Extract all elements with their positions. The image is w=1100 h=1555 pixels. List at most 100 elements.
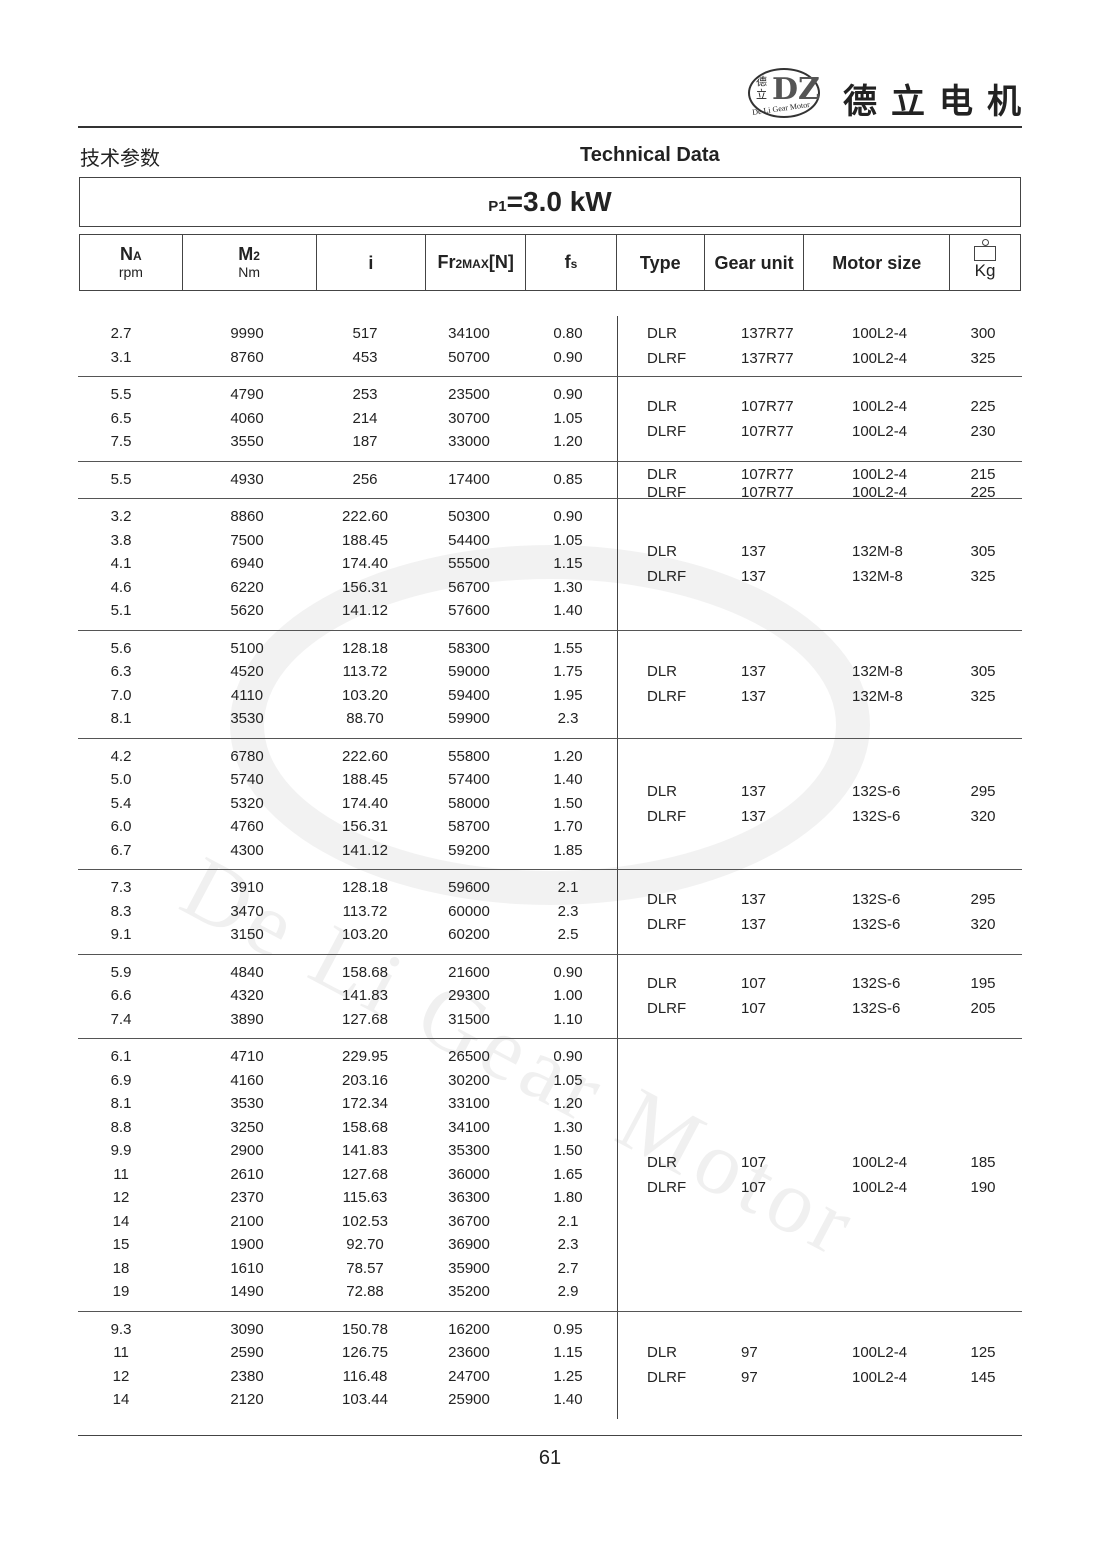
cell: 1.50 [553,794,583,812]
column-header: Type [617,235,705,290]
table-row: 5.6 5100 128.18 58300 1.55 [78,637,617,661]
table-row: 5.0 5740 188.45 57400 1.40 [78,768,617,792]
table-group: 4.2 6780 222.60 55800 1.20 5.0 5740 188.45 57400… [78,738,1022,870]
cell: 0.90 [553,386,583,404]
type-row: DLRF 137 132S-6 320 [618,912,1022,937]
cell: 3150 [230,926,264,944]
cell: 23500 [448,386,490,404]
brand-name: 德立电机 [843,82,1035,122]
cell: 3.8 [110,531,132,549]
table-group: 9.3 3090 150.78 16200 0.95 11 2590 126.75 23600 1… [78,1311,1022,1419]
logo-mark: DZ [772,72,820,107]
column-header: fs [526,235,617,290]
title-english: Technical Data [580,144,720,166]
cell: 141.83 [342,1142,388,1160]
cell: 113.72 [342,663,388,681]
cell: 11 [113,1344,129,1362]
cell: 141.83 [342,987,388,1005]
cell: 1.30 [553,1118,583,1136]
table-row: 4.6 6220 156.31 56700 1.30 [78,576,617,600]
cell: 56700 [448,578,490,596]
cell: 6940 [230,555,264,573]
cell: 4840 [230,963,264,981]
cell: 2.3 [557,902,579,920]
cell: 116.48 [342,1367,388,1385]
table-row: 5.9 4840 158.68 21600 0.90 [78,961,617,985]
cell: 16200 [448,1320,490,1338]
type-row: DLR 137 132S-6 295 [618,887,1022,912]
type-cell: 205 [970,1000,996,1018]
type-row: DLR 107R77 100L2-4 215 [618,462,1022,483]
cell: 1.85 [553,841,583,859]
power-value: =3.0 kW [506,186,612,217]
table-group: 6.1 4710 229.95 26500 0.90 6.9 4160 203.16 30200… [78,1039,1022,1312]
cell: 50700 [448,348,490,366]
cell: 5.1 [110,602,132,620]
cell: 2380 [230,1367,264,1385]
cell: 6.7 [110,841,132,859]
cell: 172.34 [342,1095,388,1113]
table-row: 6.0 4760 156.31 58700 1.70 [78,815,617,839]
type-cell: 137 [741,688,767,705]
type-row: DLR 137R77 100L2-4 300 [618,321,1022,346]
table-group: 5.5 4790 253 23500 0.90 6.5 4060 214 30700 1.05 7.… [78,377,1022,462]
type-row: DLRF 107R77 100L2-4 230 [618,419,1022,444]
cell: 8.1 [110,710,132,728]
type-cell: DLR [647,890,678,908]
type-row: DLR 137 132M-8 305 [618,659,1022,684]
type-cell: DLRF [647,422,687,440]
cell: 141.12 [342,841,388,859]
cell: 30700 [448,409,490,427]
cell: 156.31 [342,578,388,596]
type-cell: 137R77 [741,350,794,367]
type-cell: 100L2-4 [852,397,908,415]
type-cell: 300 [970,325,996,342]
cell: 203.16 [342,1071,388,1089]
type-cell: 132S-6 [852,782,901,800]
cell: 9.3 [110,1320,132,1338]
type-row: DLRF 97 100L2-4 145 [618,1365,1022,1390]
cell: 1.40 [553,602,583,620]
cell: 34100 [448,325,490,343]
cell: 18 [112,1259,130,1277]
table-row: 11 2610 127.68 36000 1.65 [78,1163,617,1187]
table-row: 5.5 4930 256 17400 0.85 [78,468,617,492]
type-cell: 195 [970,975,996,993]
type-row: DLR 107 100L2-4 185 [618,1150,1022,1175]
type-cell: 185 [970,1153,996,1171]
table-row: 9.3 3090 150.78 16200 0.95 [78,1318,617,1342]
table-row: 14 2100 102.53 36700 2.1 [78,1210,617,1234]
table-group: 3.2 8860 222.60 50300 0.90 3.8 7500 188.45 54400… [78,499,1022,631]
table-row: 15 1900 92.70 36900 2.3 [78,1233,617,1257]
cell: 7.3 [110,879,132,897]
cell: 2.1 [557,879,579,897]
type-cell: 100L2-4 [852,350,908,367]
cell: 174.40 [342,794,388,812]
cell: 31500 [448,1010,490,1028]
type-cell: 100L2-4 [852,1369,908,1386]
page-number: 61 [538,1447,562,1469]
table-row: 6.5 4060 214 30700 1.05 [78,407,617,431]
cell: 128.18 [342,879,388,897]
column-header: NA rpm [80,235,183,290]
type-cell: DLRF [647,807,687,825]
power-banner: P1=3.0 kW [79,177,1021,227]
cell: 3550 [230,433,264,451]
type-cell: DLR [647,975,678,993]
table-row: 4.1 6940 174.40 55500 1.15 [78,552,617,576]
table-row: 6.7 4300 141.12 59200 1.85 [78,839,617,863]
table-row: 7.3 3910 128.18 59600 2.1 [78,876,617,900]
type-cell: 107R77 [741,422,794,440]
type-cell: 100L2-4 [852,1178,908,1196]
type-cell: DLRF [647,350,687,367]
type-row: DLR 97 100L2-4 125 [618,1340,1022,1365]
cell: 222.60 [342,508,388,526]
cell: 126.75 [342,1344,388,1362]
cell: 1610 [230,1259,264,1277]
type-cell: DLR [647,465,678,483]
cell: 5320 [230,794,264,812]
cell: 1.20 [553,747,583,765]
cell: 158.68 [342,963,388,981]
column-header: Motor size [804,235,951,290]
table-row: 7.4 3890 127.68 31500 1.10 [78,1008,617,1032]
